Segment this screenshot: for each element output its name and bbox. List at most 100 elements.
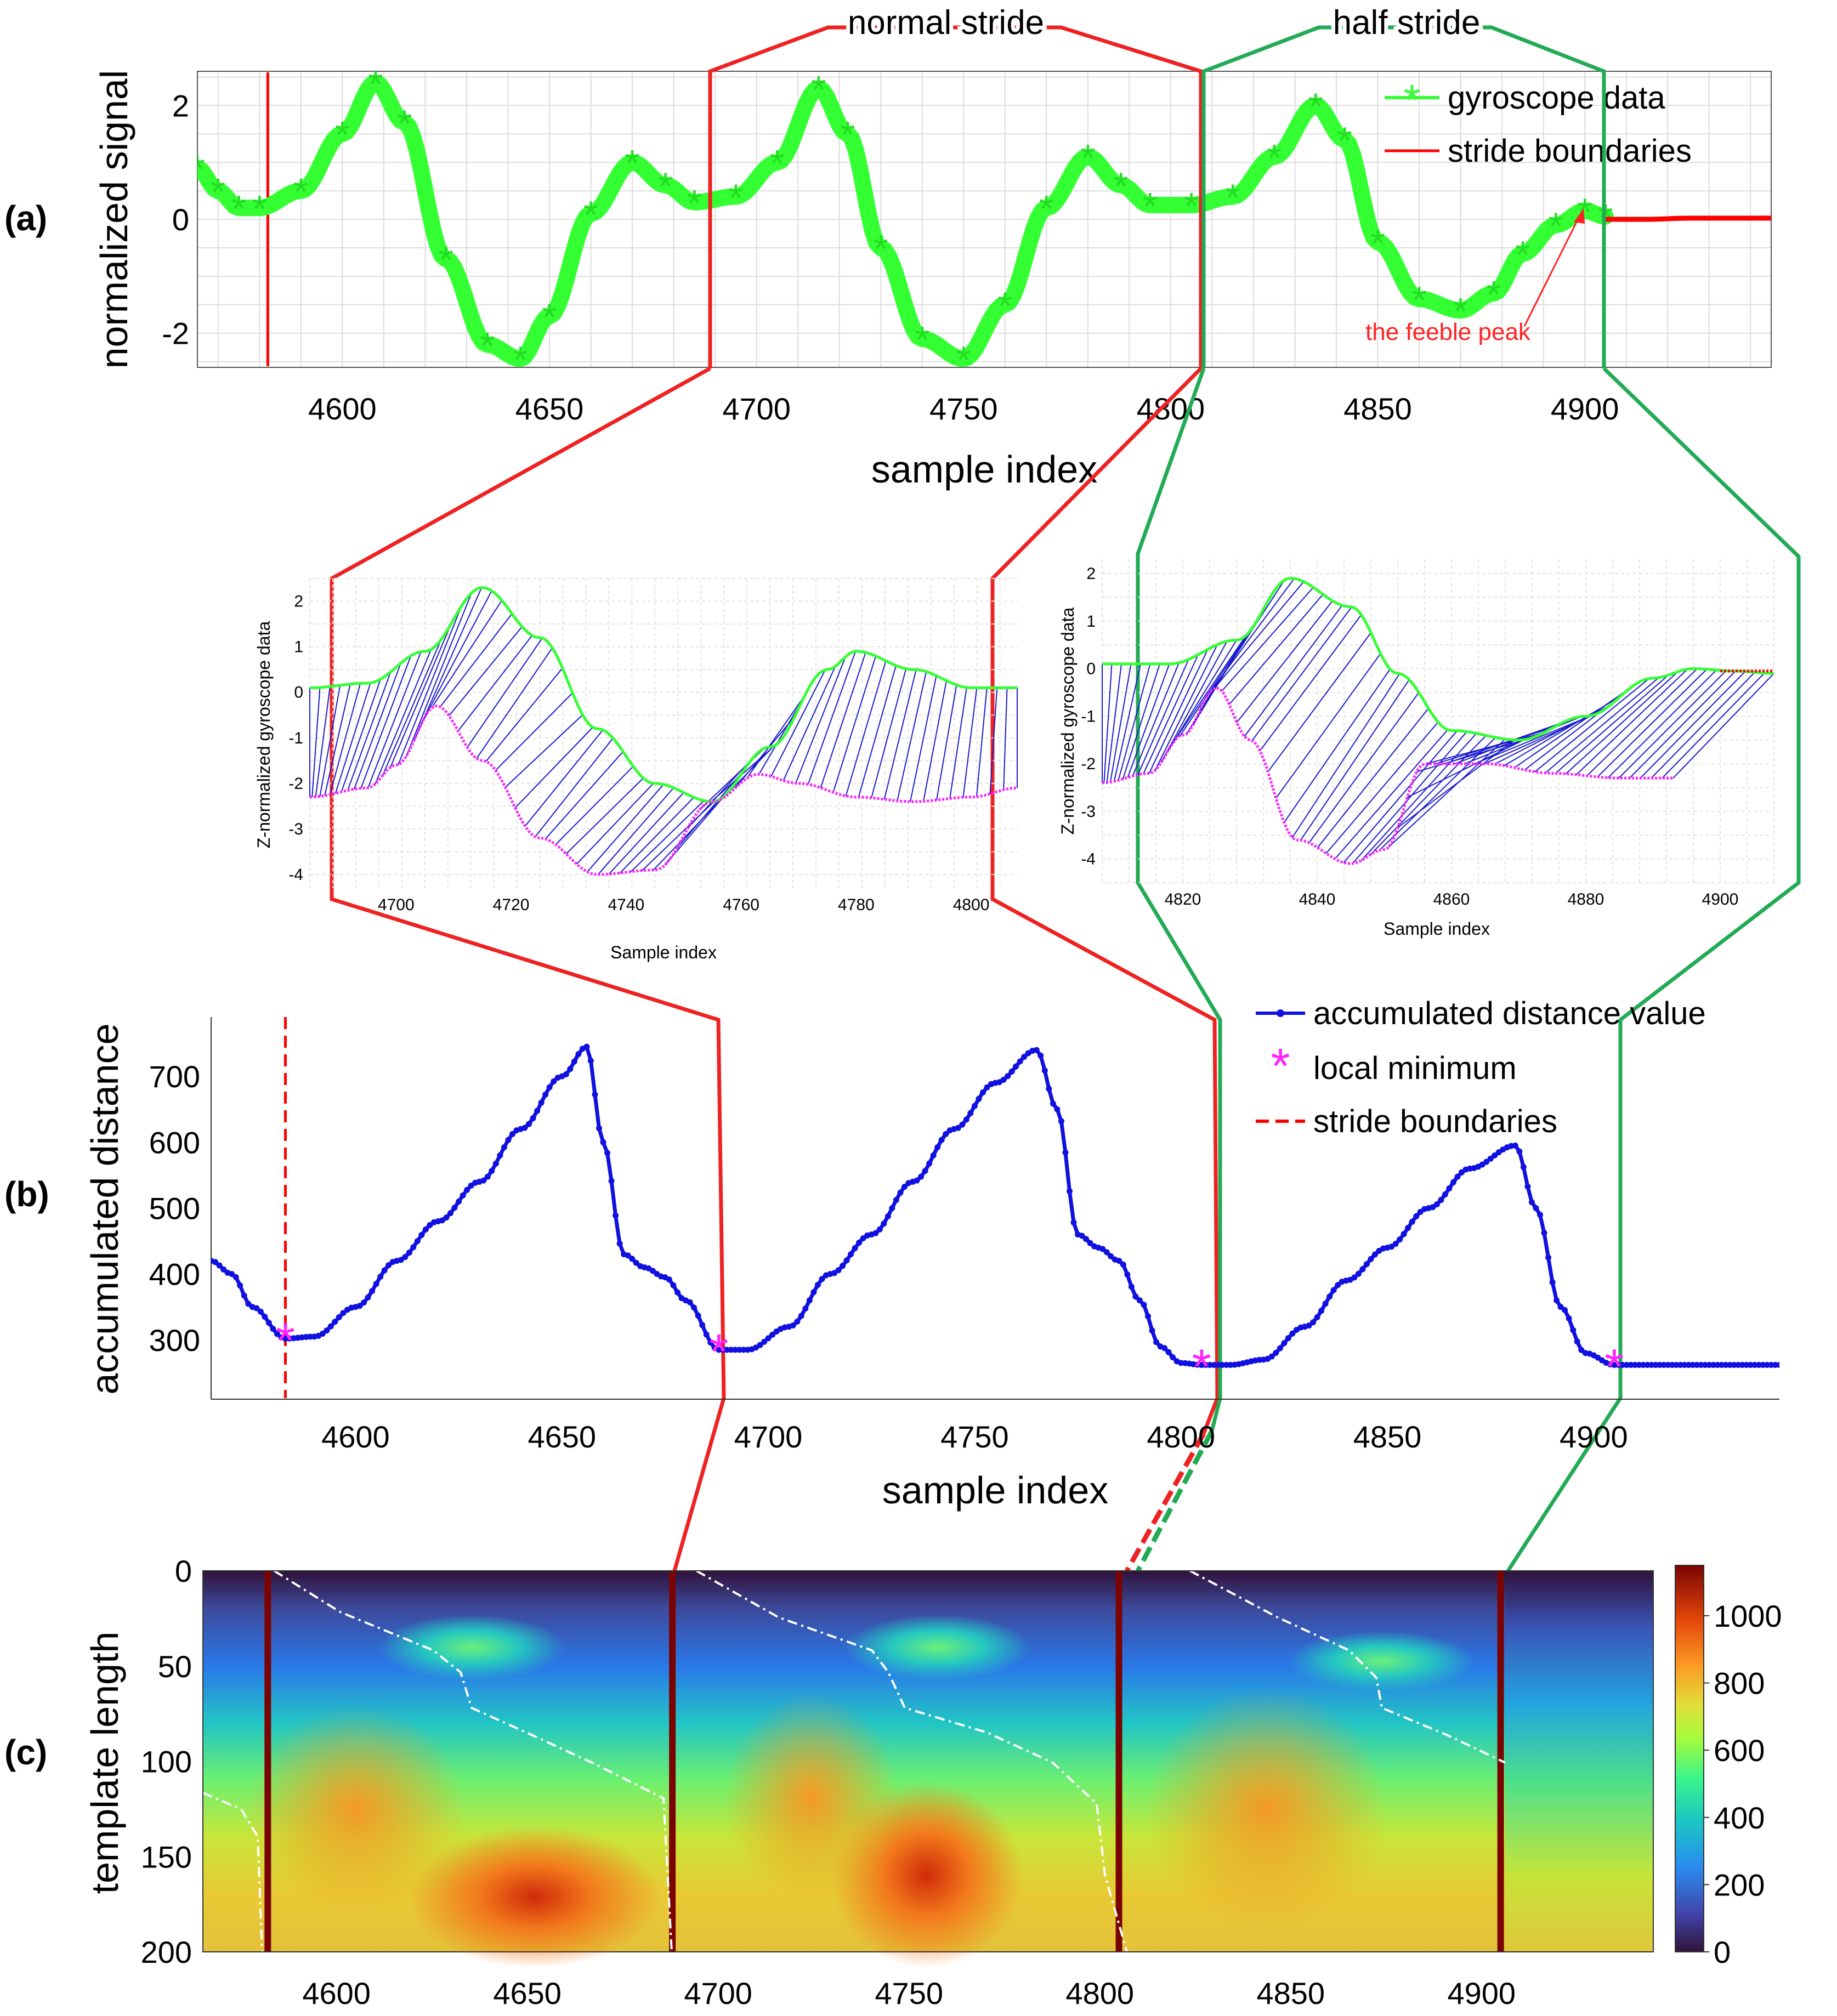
distance-point (1751, 1362, 1758, 1368)
red-zoom-upper-right (990, 367, 1220, 1435)
distance-point (336, 1314, 342, 1320)
distance-point (1660, 1362, 1667, 1368)
distance-point (1285, 1335, 1291, 1342)
local-minimum-marker: * (709, 1325, 728, 1379)
warping-link (1407, 739, 1525, 798)
distance-point (1528, 1199, 1535, 1206)
warping-link (1118, 663, 1151, 781)
gyroscope-point: * (190, 148, 205, 191)
distance-point (1619, 1362, 1626, 1368)
warping-link (1640, 671, 1746, 779)
gyroscope-point: * (956, 338, 971, 381)
distance-point (765, 1335, 772, 1342)
local-minimum-marker: * (276, 1313, 295, 1368)
warping-link (1251, 606, 1352, 741)
distance-point (1557, 1304, 1564, 1310)
distance-point (1450, 1179, 1456, 1185)
distance-point (587, 1058, 594, 1064)
inset-y-tick: 0 (1086, 660, 1096, 678)
distance-point (1062, 1149, 1069, 1156)
warping-link (1122, 663, 1160, 780)
distance-point (1524, 1183, 1531, 1190)
inset-right-signal (1102, 577, 1774, 742)
warping-link (315, 686, 331, 797)
warping-link (495, 692, 573, 771)
distance-point (381, 1267, 388, 1274)
x-tick-label-a: 4850 (1343, 391, 1412, 426)
warping-link (746, 695, 806, 779)
gyroscope-point: * (1411, 279, 1426, 321)
panel-a: ** * * ****** ***** * ****** ***** * * ****** * *** *… (4, 70, 1772, 491)
distance-point (843, 1257, 850, 1264)
distance-point (707, 1339, 714, 1346)
heatmap-cyan-3 (1289, 1631, 1475, 1691)
distance-point (237, 1282, 243, 1288)
warping-link (439, 613, 513, 707)
distance-point (814, 1281, 821, 1288)
warping-link (1484, 711, 1602, 765)
stride-boundary-tail (1605, 215, 1771, 222)
warping-link (514, 726, 593, 809)
distance-point (840, 1263, 846, 1269)
distance-point (1776, 1362, 1779, 1368)
inset-x-tick: 4880 (1568, 890, 1604, 908)
gyroscope-point: * (231, 188, 246, 230)
x-ticks-c: 4600 4650 4700 4750 4800 4850 4900 (302, 1976, 1516, 2011)
warping-link (1360, 732, 1477, 861)
warping-link (1672, 673, 1774, 779)
distance-point (848, 1251, 854, 1258)
warping-link (1214, 581, 1305, 689)
inset-y-tick: 1 (294, 638, 303, 656)
inset-normal-stride: 4700 4720 4740 4760 4780 4800 2 1 0 -1 -2 -3 -4 Sam… (254, 578, 1018, 962)
distance-point (324, 1327, 330, 1334)
distance-point (1054, 1106, 1061, 1112)
warping-link (922, 680, 947, 802)
warping-link (367, 651, 422, 788)
distance-point (1541, 1230, 1547, 1236)
inset-right-template (1102, 686, 1674, 865)
distance-point (1099, 1246, 1106, 1252)
distance-point (340, 1310, 347, 1316)
distance-point (1566, 1315, 1572, 1322)
distance-point (262, 1314, 268, 1320)
warping-link (1228, 594, 1324, 705)
warping-link (845, 661, 887, 797)
distance-point (270, 1326, 276, 1332)
warping-link (587, 784, 664, 872)
normal-stride-label: normal stride (848, 4, 1044, 42)
warping-link (1352, 731, 1467, 864)
distance-point (1764, 1362, 1770, 1368)
distance-point (1772, 1362, 1778, 1368)
gyroscope-point: * (1486, 273, 1501, 316)
y-tick-label-a: 0 (172, 202, 189, 237)
distance-point (1487, 1155, 1494, 1162)
distance-point (1640, 1362, 1647, 1368)
distance-point (563, 1071, 569, 1078)
distance-point (1326, 1293, 1333, 1300)
distance-point (1206, 1362, 1213, 1368)
inset-signal-line (1102, 577, 1774, 742)
warping-link (1283, 668, 1391, 823)
distance-point (889, 1205, 895, 1211)
distance-point (1735, 1362, 1742, 1368)
distance-point (1128, 1284, 1135, 1290)
distance-point (613, 1212, 619, 1219)
distance-point (1516, 1148, 1523, 1155)
panel-label-b: (b) (4, 1174, 49, 1214)
gyroscope-point: * (997, 285, 1012, 327)
distance-point (926, 1160, 933, 1167)
gyroscope-point: * (542, 296, 557, 339)
distance-point (1536, 1212, 1543, 1218)
distance-point (1355, 1270, 1362, 1277)
stride-boundary-series (1605, 215, 1771, 222)
distance-point (1652, 1362, 1659, 1368)
gyroscope-point: * (1142, 185, 1157, 228)
distance-point (1615, 1362, 1621, 1368)
warping-link (1148, 649, 1209, 774)
warping-link (375, 649, 432, 785)
distance-point (1644, 1362, 1651, 1368)
warping-link (353, 663, 401, 790)
warping-link (1259, 614, 1362, 751)
distance-point (1273, 1350, 1279, 1356)
distance-point (356, 1303, 363, 1309)
